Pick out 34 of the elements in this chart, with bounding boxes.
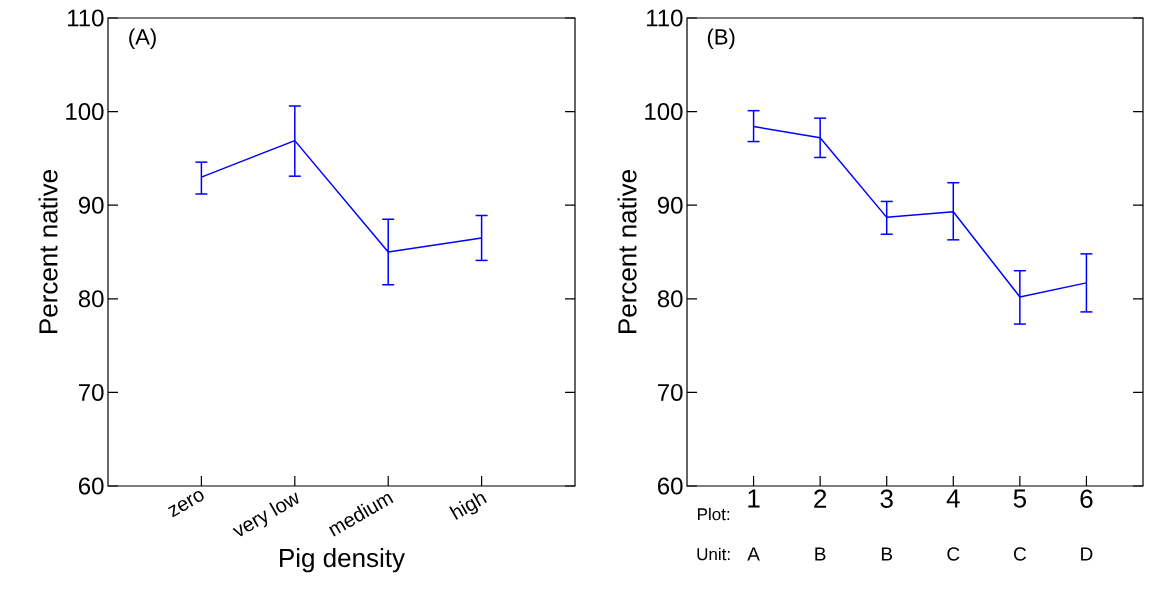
x-tick-label: 5: [1013, 489, 1026, 508]
y-tick-label: 80: [657, 290, 683, 308]
x-axis-title: Pig density: [280, 548, 405, 573]
y-tick-label: 70: [79, 383, 104, 401]
text: C: [1013, 547, 1026, 561]
text: B: [815, 547, 826, 561]
y-tick-label: 90: [657, 196, 683, 214]
y-tick-label: 60: [79, 477, 104, 495]
y-axis-title: Percent native: [38, 170, 58, 333]
x-tick-label: very low: [232, 492, 299, 537]
y-tick-label: 80: [78, 290, 104, 308]
x-tick-label: 3: [880, 489, 893, 508]
text: B: [881, 547, 893, 561]
y-axis-title: Percent native: [617, 170, 637, 333]
y-tick-label: 70: [658, 383, 683, 401]
x-tick-label: 6: [1080, 489, 1093, 508]
y-tick-label: 110: [647, 9, 683, 27]
y-tick-label: 110: [68, 9, 104, 27]
text: D: [1081, 547, 1093, 561]
text: Unit:: [697, 547, 730, 561]
annotation: (A): [129, 28, 156, 50]
x-tick-label: zero: [167, 490, 204, 518]
text: A: [747, 547, 760, 561]
x-tick-label: high: [449, 493, 487, 520]
x-tick-label: 4: [946, 489, 960, 508]
x-tick-label: 1: [748, 489, 760, 508]
y-tick-label: 90: [78, 196, 104, 214]
annotation: (B): [707, 28, 735, 50]
y-tick-label: 100: [66, 103, 104, 121]
x-tick-label: 2: [814, 489, 827, 508]
text: Plot:: [698, 507, 730, 521]
text: C: [947, 547, 960, 561]
y-tick-label: 100: [645, 103, 683, 121]
y-tick-label: 60: [658, 477, 683, 495]
